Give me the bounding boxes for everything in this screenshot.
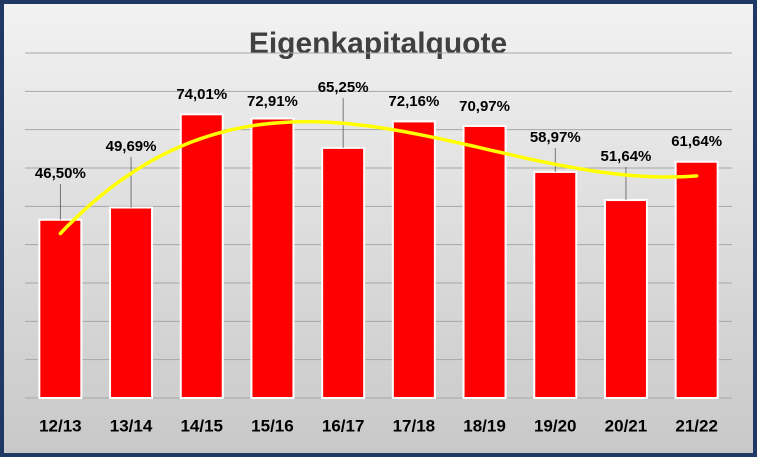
x-tick-label: 12/13: [39, 416, 82, 435]
data-label: 72,16%: [388, 93, 439, 110]
x-tick-label: 13/14: [110, 416, 153, 435]
bar: [250, 117, 295, 400]
bar: [391, 120, 436, 400]
x-tick-label: 16/17: [322, 416, 365, 435]
bar: [674, 160, 719, 399]
x-tick-label: 21/22: [675, 416, 718, 435]
data-label: 58,97%: [530, 129, 581, 146]
bar: [603, 199, 648, 399]
bar: [462, 124, 507, 399]
trendline: [58, 119, 699, 236]
x-tick-label: 18/19: [463, 416, 506, 435]
bar: [179, 113, 224, 399]
data-label: 70,97%: [459, 98, 510, 115]
x-tick-label: 19/20: [534, 416, 577, 435]
data-label: 65,25%: [318, 79, 369, 96]
data-label: 61,64%: [671, 133, 722, 150]
chart-title: Eigenkapitalquote: [249, 27, 507, 60]
x-tick-label: 15/16: [251, 416, 294, 435]
data-label: 49,69%: [106, 138, 157, 155]
x-tick-label: 14/15: [180, 416, 223, 435]
data-label: 72,91%: [247, 93, 298, 110]
x-tick-label: 20/21: [605, 416, 648, 435]
data-label: 51,64%: [601, 148, 652, 165]
data-label: 46,50%: [35, 165, 86, 182]
bar: [321, 146, 366, 399]
data-label: 74,01%: [176, 86, 227, 103]
bar: [38, 218, 83, 399]
bar: [109, 206, 154, 399]
x-tick-label: 17/18: [393, 416, 436, 435]
bar: [533, 170, 578, 399]
